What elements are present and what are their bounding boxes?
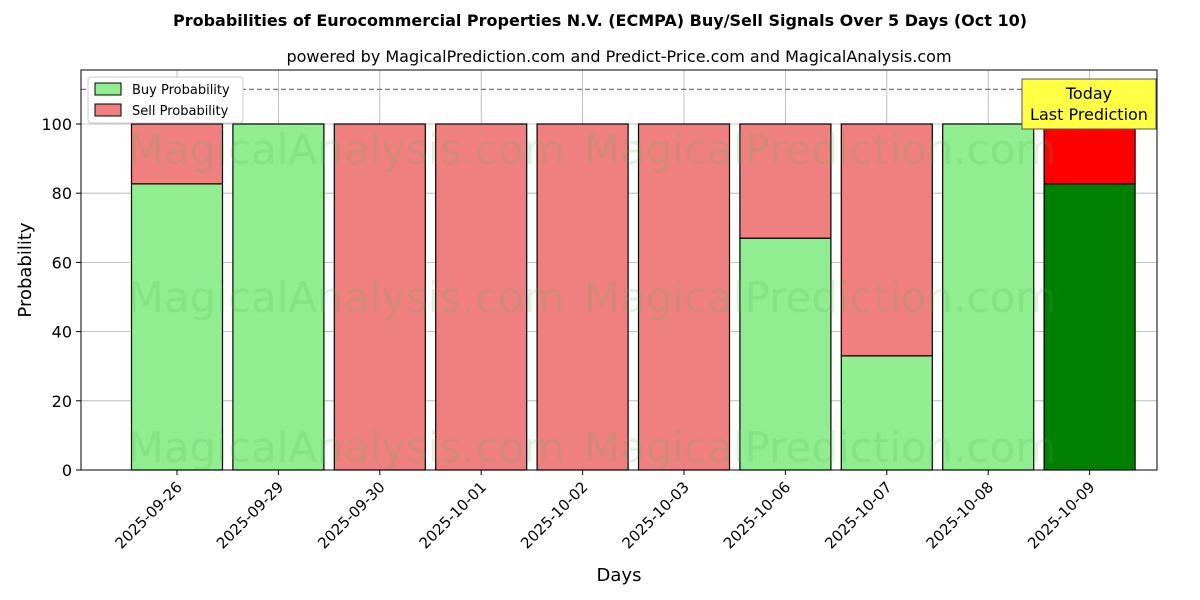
y-tick-label: 20 [52,392,72,411]
watermark: MagicalAnalysis.com [128,125,565,174]
legend-swatch-sell [94,103,122,117]
x-tick-label: 2025-10-09 [1024,478,1098,552]
legend: Buy Probability Sell Probability [87,76,244,124]
annotation-line2: Last Prediction [1030,105,1148,124]
sell-bar [1043,123,1136,185]
x-tick-label: 2025-10-06 [720,478,794,552]
legend-label-buy: Buy Probability [132,83,230,98]
legend-label-sell: Sell Probability [132,104,229,119]
x-tick-label: 2025-10-07 [821,478,895,552]
y-axis-label: Probability [15,222,36,317]
sell-bar [536,123,629,471]
sell-bar [435,123,528,471]
y-tick-label: 0 [62,461,72,480]
plot-frame [80,69,1158,471]
x-tick-label: 2025-10-03 [618,478,692,552]
watermark: MagicalAnalysis.com [128,273,565,322]
watermark: MagicalPrediction.com [584,423,1057,472]
x-tick-label: 2025-10-02 [517,478,591,552]
x-tick-label: 2025-09-29 [213,478,287,552]
buy-bar [942,123,1035,471]
buy-bar [1043,183,1136,471]
x-tick-label: 2025-09-26 [111,478,185,552]
sell-bar [637,123,731,471]
sell-bar [333,123,426,471]
y-tick-label: 100 [41,115,72,134]
x-tick-label: 2025-10-01 [416,478,490,552]
buy-bar [840,355,933,471]
chart-title: Probabilities of Eurocommercial Properti… [173,11,1027,30]
watermark: MagicalPrediction.com [584,273,1057,322]
y-tick-label: 40 [52,323,72,342]
y-tick-label: 60 [52,253,72,272]
chart-subtitle: powered by MagicalPrediction.com and Pre… [286,47,951,66]
today-annotation: Today Last Prediction [1021,78,1157,130]
watermark: MagicalPrediction.com [584,125,1057,174]
x-tick-label: 2025-09-30 [314,478,388,552]
x-tick-label: 2025-10-08 [923,478,997,552]
sell-bar [130,123,224,185]
watermark: MagicalAnalysis.com [128,423,565,472]
y-tick-label: 80 [52,184,72,203]
annotation-line1: Today [1065,84,1112,103]
legend-swatch-buy [94,82,122,96]
x-axis-label: Days [597,565,642,586]
buy-bar [130,183,224,471]
sell-bar [840,123,933,357]
sell-bar [739,123,832,239]
